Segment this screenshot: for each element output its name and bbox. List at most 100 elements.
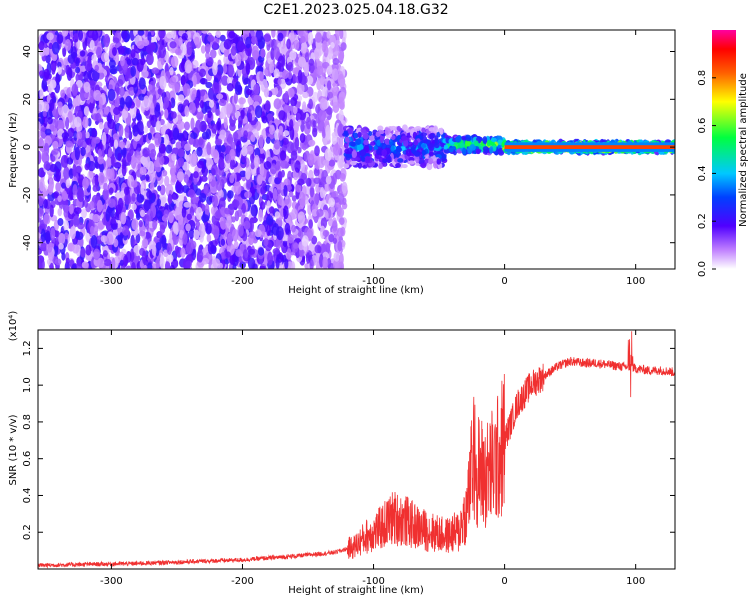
heatmap-cell	[428, 143, 435, 152]
heatmap-cell	[307, 230, 313, 239]
heatmap-cell	[421, 149, 427, 156]
heatmap-cell	[200, 30, 209, 34]
heatmap-cell	[325, 175, 332, 185]
heatmap-cell	[183, 121, 190, 131]
heatmap-cell	[136, 120, 144, 135]
heatmap-cell	[64, 38, 72, 52]
heatmap-cell	[327, 46, 333, 60]
heatmap-cell	[174, 245, 180, 255]
heatmap-cell	[50, 227, 56, 240]
heatmap-cell	[83, 105, 90, 117]
heatmap-cell	[118, 67, 124, 75]
heatmap-cell	[325, 124, 331, 139]
heatmap-cell	[42, 111, 47, 118]
heatmap-cell	[219, 129, 227, 139]
heatmap-cell	[220, 238, 226, 246]
heatmap-cell	[216, 93, 224, 100]
heatmap-cell	[322, 229, 330, 237]
heatmap-cell	[337, 192, 345, 205]
heatmap-cell	[218, 157, 225, 171]
heatmap-cell	[169, 41, 177, 49]
heatmap-cell	[38, 130, 42, 138]
heatmap-cell	[263, 161, 272, 170]
heatmap-cell	[462, 147, 467, 155]
heatmap-cell	[43, 199, 48, 209]
heatmap-cell	[166, 243, 173, 255]
heatmap-cell	[184, 60, 193, 74]
heatmap-cell	[73, 116, 82, 128]
heatmap-cell	[332, 220, 338, 232]
heatmap-cell	[65, 64, 71, 76]
heatmap-cell	[347, 127, 354, 135]
heatmap-cell	[158, 143, 167, 154]
heatmap-cell	[429, 133, 435, 140]
heatmap-cell	[163, 209, 169, 218]
heatmap-cell	[370, 141, 376, 146]
heatmap-cell	[182, 233, 188, 245]
heatmap-cell	[212, 258, 221, 269]
heatmap-cell	[191, 93, 196, 101]
heatmap-cell	[106, 156, 112, 168]
heatmap-cell	[44, 128, 52, 136]
heatmap-cell	[252, 263, 258, 269]
heatmap-cell	[148, 84, 153, 91]
heatmap-cell	[177, 148, 185, 158]
heatmap-cell	[85, 137, 92, 145]
heatmap-cell	[65, 140, 73, 148]
heatmap-cell	[196, 160, 205, 169]
heatmap-cell	[141, 250, 147, 265]
heatmap-cell	[94, 64, 100, 72]
heatmap-cell	[108, 187, 114, 194]
heatmap-cell	[473, 140, 479, 147]
heatmap-cell	[89, 89, 95, 104]
heatmap-cell	[337, 207, 345, 218]
heatmap-cell	[234, 53, 242, 67]
heatmap-cell	[93, 136, 101, 144]
heatmap-cell	[277, 193, 282, 206]
heatmap-cell	[146, 53, 154, 66]
heatmap-cell	[263, 34, 271, 42]
heatmap-cell	[420, 132, 428, 137]
heatmap-cell	[405, 148, 412, 157]
heatmap-cell	[57, 217, 64, 227]
heatmap-cell	[50, 155, 56, 163]
heatmap-cell	[490, 137, 497, 143]
heatmap-cell	[145, 44, 153, 54]
heatmap-cell	[198, 223, 206, 238]
heatmap-cell	[204, 43, 211, 54]
heatmap-cell	[49, 79, 57, 90]
heatmap-cell	[50, 91, 56, 99]
heatmap-cell	[131, 57, 139, 66]
heatmap-cell	[397, 158, 404, 163]
heatmap-cell	[337, 50, 345, 62]
heatmap-cell	[244, 191, 252, 199]
heatmap-cell	[105, 233, 114, 246]
heatmap-cell	[258, 134, 264, 149]
heatmap-cell	[289, 50, 297, 61]
heatmap-cell	[147, 262, 153, 269]
heatmap-cell	[147, 132, 152, 140]
heatmap-cell	[486, 139, 491, 147]
heatmap-cell	[57, 101, 63, 109]
heatmap-cell	[229, 123, 236, 132]
heatmap-cell	[305, 177, 312, 187]
heatmap-cell	[159, 255, 165, 269]
heatmap-cell	[178, 62, 187, 73]
heatmap-cell	[85, 131, 90, 139]
heatmap-cell	[90, 234, 98, 249]
heatmap-cell	[360, 156, 366, 162]
heatmap-cell	[223, 38, 232, 50]
heatmap-cell	[413, 151, 421, 157]
heatmap-cell	[112, 37, 120, 44]
heatmap-cell	[305, 116, 312, 130]
heatmap-cell	[207, 110, 212, 119]
heatmap-cell	[376, 139, 381, 146]
heatmap-cell	[125, 95, 133, 109]
heatmap-cell	[72, 184, 78, 196]
heatmap-cell	[163, 108, 169, 119]
heatmap-cell	[131, 203, 137, 211]
heatmap-cell	[84, 60, 92, 72]
heatmap-cell	[259, 201, 266, 210]
heatmap-cell	[164, 261, 171, 269]
heatmap-cell	[388, 138, 394, 146]
